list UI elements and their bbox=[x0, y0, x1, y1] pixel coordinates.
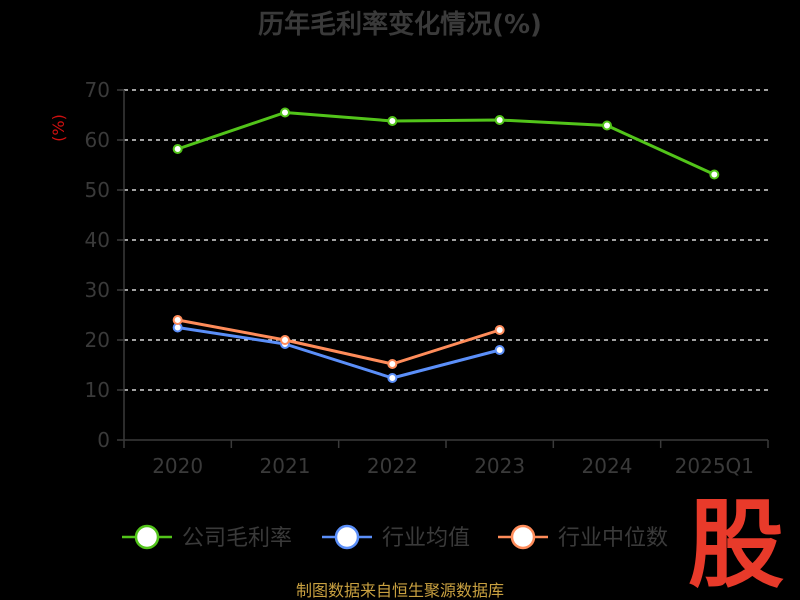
series-line bbox=[177, 326, 501, 380]
x-tick-label: 2021 bbox=[260, 454, 311, 478]
data-point bbox=[172, 144, 183, 154]
y-tick-label: 70 bbox=[85, 78, 110, 102]
logo-glyph: 股 bbox=[688, 489, 784, 600]
y-tick-label: 20 bbox=[85, 328, 110, 352]
y-axis-unit: (%) bbox=[49, 114, 68, 142]
data-point bbox=[602, 120, 612, 131]
data-point bbox=[494, 345, 505, 355]
x-tick-label: 2020 bbox=[152, 454, 203, 478]
y-tick-label: 10 bbox=[85, 378, 110, 402]
series-layer bbox=[172, 107, 720, 383]
y-tick-label: 50 bbox=[85, 178, 110, 202]
y-tick-label: 0 bbox=[97, 428, 110, 452]
source-text: 制图数据来自恒生聚源数据库 bbox=[296, 581, 504, 600]
y-tick-label: 40 bbox=[85, 228, 110, 252]
grid-layer bbox=[124, 89, 768, 391]
legend-label: 行业中位数 bbox=[558, 526, 668, 551]
x-tick-label: 2024 bbox=[582, 454, 633, 478]
legend-marker bbox=[510, 524, 536, 550]
legend-marker bbox=[134, 524, 160, 550]
y-tick-label: 60 bbox=[85, 128, 110, 152]
data-point bbox=[494, 115, 505, 125]
y-tick-label: 30 bbox=[85, 278, 110, 302]
series-line bbox=[177, 111, 715, 176]
x-tick-label: 2025Q1 bbox=[675, 454, 754, 478]
series-line bbox=[177, 318, 501, 366]
x-tick-label: 2022 bbox=[367, 454, 418, 478]
axis-layer: 0 10 20 30 40 50 60 70 2020 2021 2022 2023 2024 2025Q… bbox=[85, 78, 769, 478]
legend: 公司毛利率 行业均值 行业中位数 bbox=[122, 524, 668, 551]
data-point bbox=[494, 325, 505, 335]
legend-label: 公司毛利率 bbox=[182, 526, 292, 551]
data-point bbox=[387, 373, 398, 383]
data-point bbox=[172, 315, 183, 325]
data-point bbox=[709, 169, 720, 180]
data-point bbox=[280, 107, 290, 118]
chart-title: 历年毛利率变化情况(%) bbox=[258, 9, 542, 40]
legend-label: 行业均值 bbox=[382, 526, 470, 551]
data-point bbox=[387, 116, 398, 126]
legend-marker bbox=[334, 524, 360, 550]
data-point bbox=[387, 359, 398, 369]
x-tick-label: 2023 bbox=[474, 454, 525, 478]
data-point bbox=[280, 335, 290, 345]
